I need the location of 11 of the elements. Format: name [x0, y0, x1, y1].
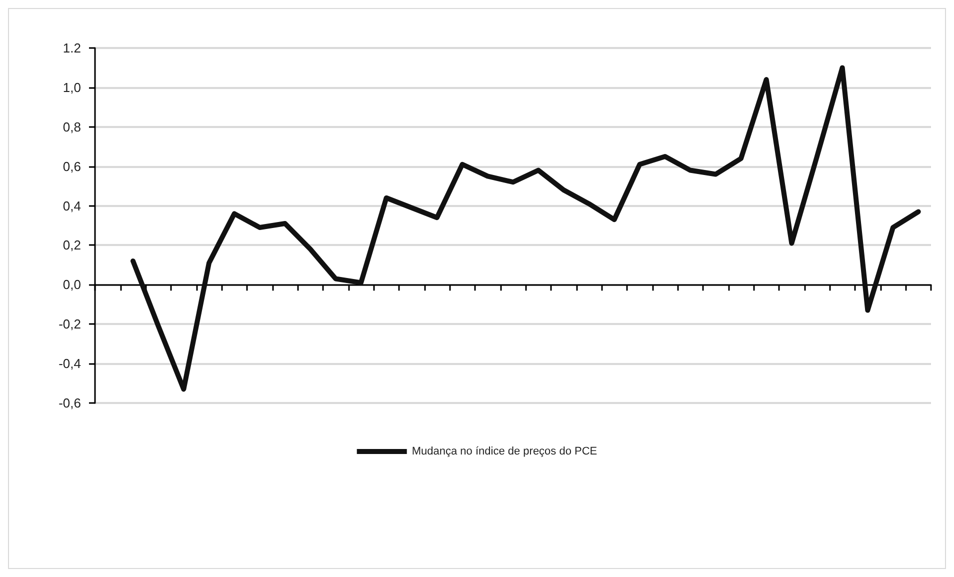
legend-label: Mudança no índice de preços do PCE [412, 446, 598, 458]
y-tick-label: -0,2 [58, 316, 81, 332]
y-tick-label: 0,2 [62, 238, 81, 253]
y-tick-label: 0,4 [62, 198, 81, 214]
y-tick-label: 1,0 [62, 80, 81, 95]
y-tick-label: -0,4 [58, 356, 81, 372]
y-tick-label: 1.2 [62, 40, 81, 56]
y-tick-label: 0,6 [62, 158, 81, 174]
y-tick-label: -0,6 [58, 396, 81, 410]
y-tick-label: 0,8 [62, 119, 81, 134]
y-tick-label: 0,0 [62, 277, 81, 292]
